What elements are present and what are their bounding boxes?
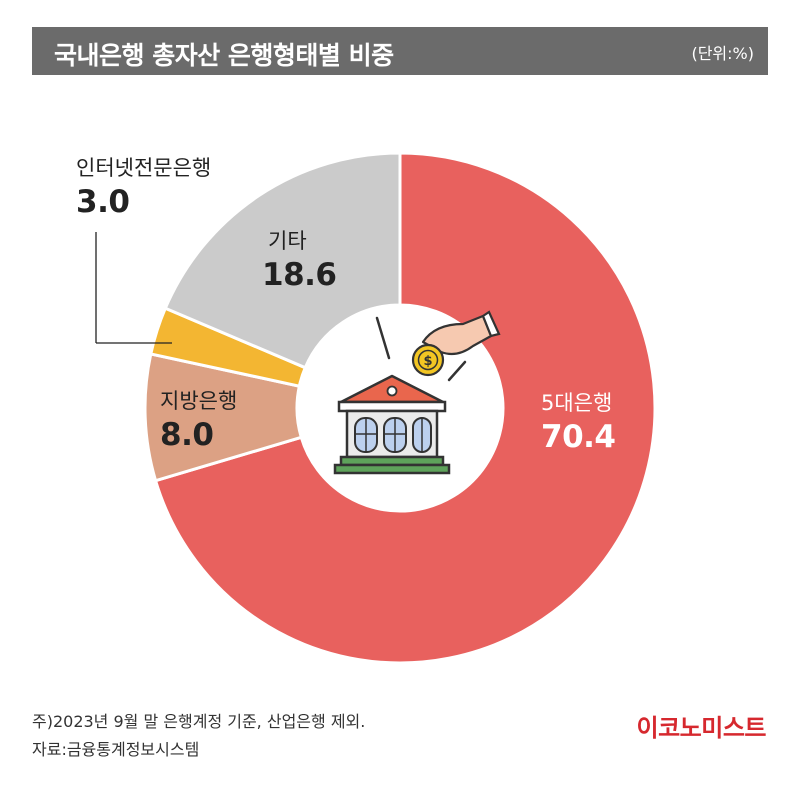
bank-coin-icon: $ xyxy=(333,310,501,475)
slice-label-지방은행: 지방은행 8.0 xyxy=(160,385,237,453)
source-note: 자료:금융통계정보시스템 xyxy=(32,740,200,759)
donut-slice-5대은행 xyxy=(153,151,657,665)
slice-label-인터넷전문은행: 인터넷전문은행 3.0 xyxy=(76,152,211,220)
slice-name: 기타 xyxy=(268,229,307,253)
slice-name: 인터넷전문은행 xyxy=(76,156,212,180)
title-bar: 국내은행 총자산 은행형태별 비중 (단위:%) xyxy=(32,27,768,75)
slice-value: 8.0 xyxy=(160,417,214,453)
slice-value: 70.4 xyxy=(541,419,616,455)
slice-label-기타: 기타 18.6 xyxy=(262,225,337,293)
slice-name: 5대은행 xyxy=(541,391,613,415)
slice-value: 3.0 xyxy=(76,184,130,220)
unit-label: (단위:%) xyxy=(691,44,754,63)
footnote: 주)2023년 9월 말 은행계정 기준, 산업은행 제외. xyxy=(32,712,366,731)
brand-logo: 이코노미스트 xyxy=(636,714,767,742)
slice-value: 18.6 xyxy=(262,257,337,293)
svg-text:$: $ xyxy=(423,354,432,369)
slice-label-5대은행: 5대은행 70.4 xyxy=(541,387,616,455)
chart-title: 국내은행 총자산 은행형태별 비중 xyxy=(54,41,394,70)
donut-slice-기타 xyxy=(163,151,402,370)
slice-name: 지방은행 xyxy=(160,389,238,413)
